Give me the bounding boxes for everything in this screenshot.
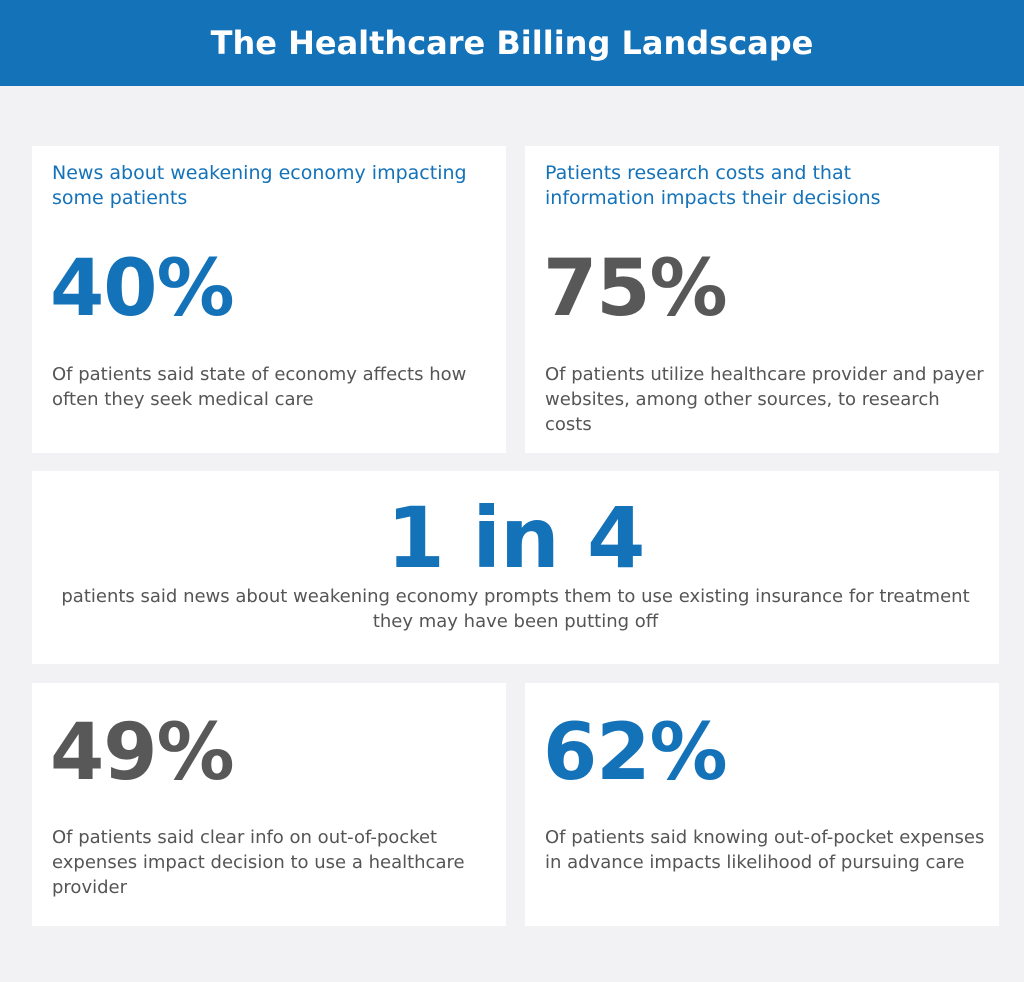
stat-card-research-costs: Patients research costs and that informa… bbox=[525, 146, 999, 453]
stat-value: 1 in 4 bbox=[386, 489, 646, 587]
stat-card-clear-info: 49% Of patients said clear info on out-o… bbox=[32, 683, 506, 926]
header-banner: The Healthcare Billing Landscape bbox=[0, 0, 1024, 86]
stat-value: 62% bbox=[543, 708, 728, 798]
stat-card-economy-impact: News about weakening economy impacting s… bbox=[32, 146, 506, 453]
card-subtitle: Patients research costs and that informa… bbox=[545, 162, 881, 209]
stat-description: patients said news about weakening econo… bbox=[61, 586, 970, 632]
stat-description: Of patients said clear info on out-of-po… bbox=[52, 827, 465, 898]
card-subtitle: News about weakening economy impacting s… bbox=[52, 162, 467, 209]
page-title: The Healthcare Billing Landscape bbox=[210, 24, 814, 62]
stat-description: Of patients utilize healthcare provider … bbox=[545, 364, 984, 435]
stat-value: 75% bbox=[543, 244, 728, 334]
stat-description: Of patients said knowing out-of-pocket e… bbox=[545, 827, 985, 873]
stat-card-insurance-use: 1 in 4 patients said news about weakenin… bbox=[32, 471, 999, 664]
stat-value: 49% bbox=[50, 708, 235, 798]
stat-description: Of patients said state of economy affect… bbox=[52, 364, 467, 410]
stat-card-advance-knowledge: 62% Of patients said knowing out-of-pock… bbox=[525, 683, 999, 926]
stat-value: 40% bbox=[50, 244, 235, 334]
